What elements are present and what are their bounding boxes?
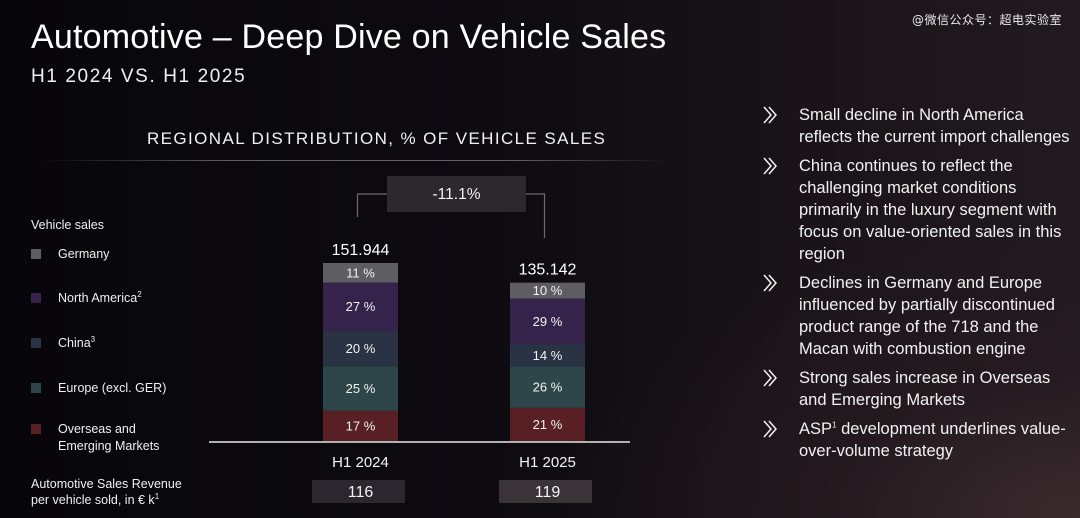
revenue-label-line2: per vehicle sold, in € k (31, 493, 155, 507)
change-bracket-left (356, 193, 388, 217)
bar-segment-europe-excl-ger- (510, 366, 585, 408)
bar-segment-label: 20 % (346, 341, 376, 356)
legend-label: Germany (58, 246, 109, 263)
bar-segment-germany (323, 263, 398, 283)
watermark: @微信公众号：超电实验室 (911, 13, 1062, 27)
key-point: Declines in Germany and Europe influence… (762, 272, 1077, 360)
key-point: Small decline in North America reflects … (762, 104, 1077, 148)
legend-label-text: China (58, 336, 91, 350)
legend-swatch-overseas (31, 424, 41, 434)
bar-segment-overseas-and-emerging-markets (323, 410, 398, 441)
chart-title: REGIONAL DISTRIBUTION, % OF VEHICLE SALE… (147, 129, 607, 148)
double-chevron-right-icon (763, 274, 777, 292)
bar-segment-label: 26 % (533, 380, 563, 395)
key-point: ASP1 development underlines value-over-v… (762, 418, 1077, 462)
x-axis-label: H1 2024 (332, 454, 389, 471)
revenue-value-box (499, 480, 592, 503)
bar-segment-label: 10 % (533, 283, 563, 298)
bar-segment-europe-excl-ger- (323, 366, 398, 411)
page-subtitle: H1 2024 VS. H1 2025 (31, 66, 247, 87)
bar-segment-label: 17 % (346, 418, 376, 433)
key-point-text: Declines in Germany and Europe influence… (799, 274, 1055, 358)
change-badge (387, 176, 526, 212)
double-chevron-right-icon (763, 106, 777, 124)
bar-segment-north-america (510, 298, 585, 345)
chart-title-divider (40, 160, 670, 161)
key-point-text: development underlines value-over-volume… (799, 420, 1066, 460)
bar-segment-label: 29 % (533, 314, 563, 329)
key-point-text: ASP (799, 420, 833, 438)
bar-segment-germany (510, 282, 585, 299)
bar-segment-label: 11 % (346, 265, 375, 280)
legend-label-text: Germany (58, 247, 110, 261)
legend-swatch-china (31, 338, 41, 348)
footnote-marker: 2 (137, 289, 142, 299)
x-axis-label: H1 2025 (519, 454, 576, 471)
revenue-value-box (312, 480, 405, 503)
legend-label: Overseas and Emerging Markets (58, 421, 159, 455)
footnote-marker: 1 (832, 420, 837, 430)
legend-heading: Vehicle sales (31, 218, 104, 232)
legend-label-text: Overseas and (58, 422, 136, 436)
legend-label-text: Europe (excl. GER) (58, 381, 167, 395)
double-chevron-right-icon (763, 157, 777, 175)
bar-segment-label: 25 % (346, 381, 376, 396)
revenue-value: 119 (535, 484, 561, 501)
legend-swatch-north-america (31, 293, 41, 303)
revenue-per-vehicle-label: Automotive Sales Revenue per vehicle sol… (31, 476, 182, 508)
double-chevron-right-icon (763, 369, 777, 387)
key-points-list: Small decline in North America reflects … (762, 104, 1077, 469)
bar-segment-china (323, 330, 398, 367)
bar-segment-china (510, 344, 585, 367)
bar-total-label: 151.944 (332, 242, 390, 259)
legend-label-text: North America (58, 291, 138, 305)
revenue-value: 116 (348, 484, 374, 501)
bar-segment-north-america (323, 282, 398, 331)
page-title: Automotive – Deep Dive on Vehicle Sales (31, 18, 667, 56)
key-point-text: Small decline in North America reflects … (799, 106, 1070, 146)
key-point: China continues to reflect the challengi… (762, 155, 1077, 265)
footnote-marker: 3 (90, 334, 96, 344)
bar-segment-overseas-and-emerging-markets (510, 407, 585, 441)
footnote-marker: 1 (154, 491, 160, 501)
bar-segment-label: 21 % (533, 417, 563, 432)
bar-segment-label: 27 % (346, 299, 376, 314)
legend-label: North America2 (58, 290, 142, 307)
legend-label: Europe (excl. GER) (58, 380, 166, 397)
change-bracket-right (526, 193, 546, 238)
bar-segment-label: 14 % (533, 348, 563, 363)
revenue-label-line1: Automotive Sales Revenue (31, 477, 182, 491)
key-point-text: Strong sales increase in Overseas and Em… (799, 369, 1051, 409)
legend-label-text-line2: Emerging Markets (58, 439, 160, 453)
key-point-text: China continues to reflect the challengi… (799, 157, 1062, 263)
change-badge-label: -11.1% (433, 186, 481, 203)
double-chevron-right-icon (763, 420, 777, 438)
legend-swatch-germany (31, 249, 41, 259)
legend-swatch-europe (31, 383, 41, 393)
bar-total-label: 135.142 (519, 262, 577, 279)
legend-label: China3 (58, 335, 95, 352)
key-point: Strong sales increase in Overseas and Em… (762, 367, 1077, 411)
